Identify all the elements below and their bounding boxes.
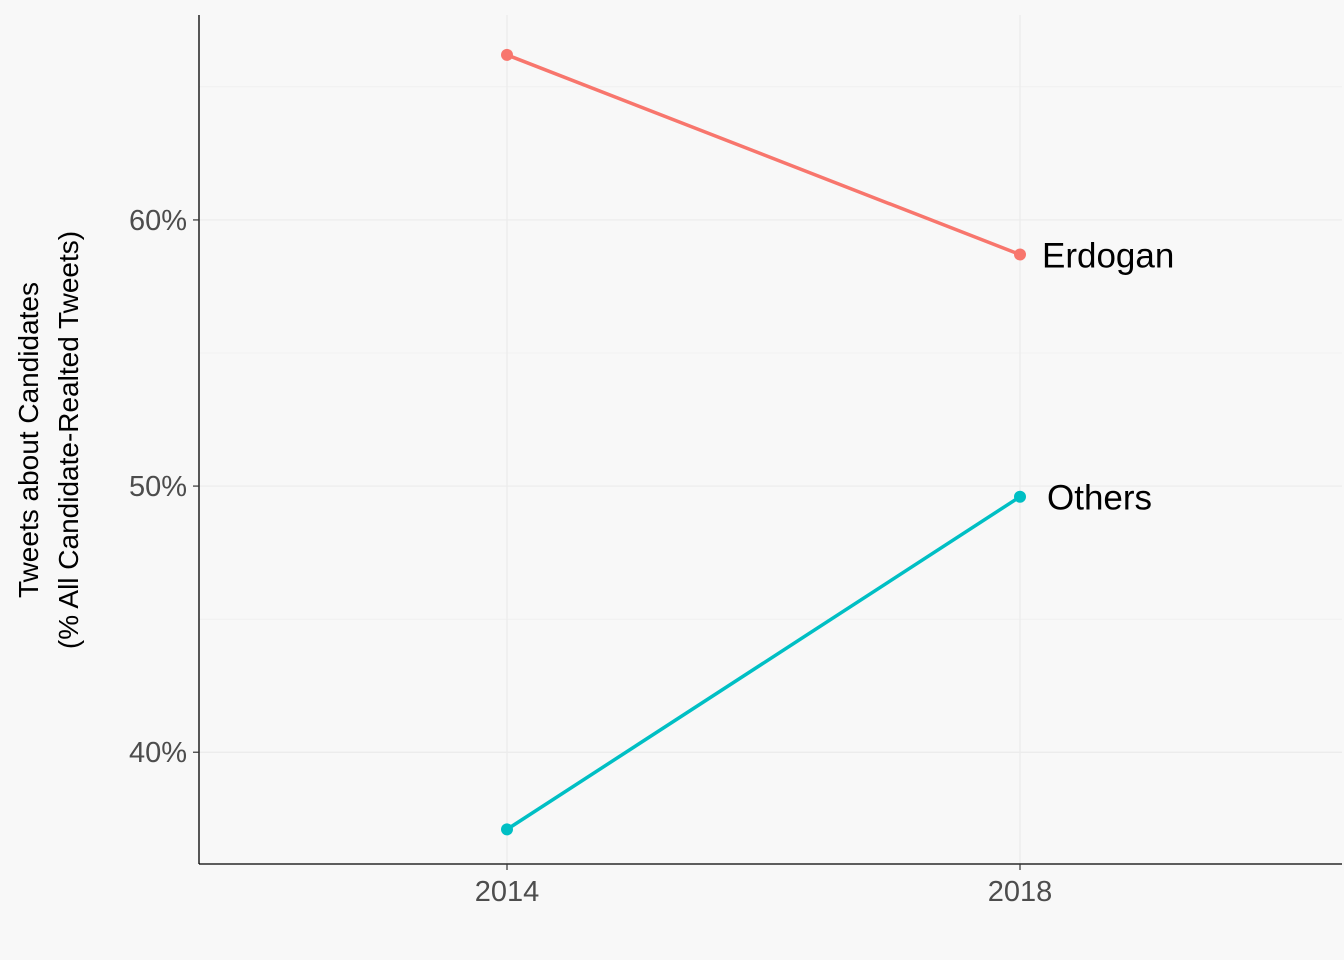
series-line-erdogan [505,53,1022,257]
data-point-erdogan-2014 [501,48,513,61]
data-point-others-2014 [501,823,513,836]
data-point-others-2018 [1014,490,1026,503]
y-tick-labels: 40% 50% 60% [129,205,199,769]
grid-lines [199,15,1342,864]
series-labels: Erdogan Others [1042,237,1174,518]
axes [198,15,1342,865]
x-tick-label: 2018 [988,876,1053,908]
y-tick-label: 60% [129,205,187,237]
data-point-erdogan-2018 [1014,248,1026,261]
y-axis-title: Tweets about Candidates [13,282,44,598]
x-tick-label: 2014 [475,876,540,908]
series-line-others [505,494,1022,832]
series-label-others: Others [1047,479,1152,518]
x-tick-labels: 2014 2018 [475,864,1053,908]
series-label-erdogan: Erdogan [1042,237,1174,276]
y-tick-label: 50% [129,471,187,503]
y-axis-title-line2: (% All Candidate-Realted Tweets) [53,231,84,649]
series [501,48,1026,836]
y-tick-label: 40% [129,737,187,769]
